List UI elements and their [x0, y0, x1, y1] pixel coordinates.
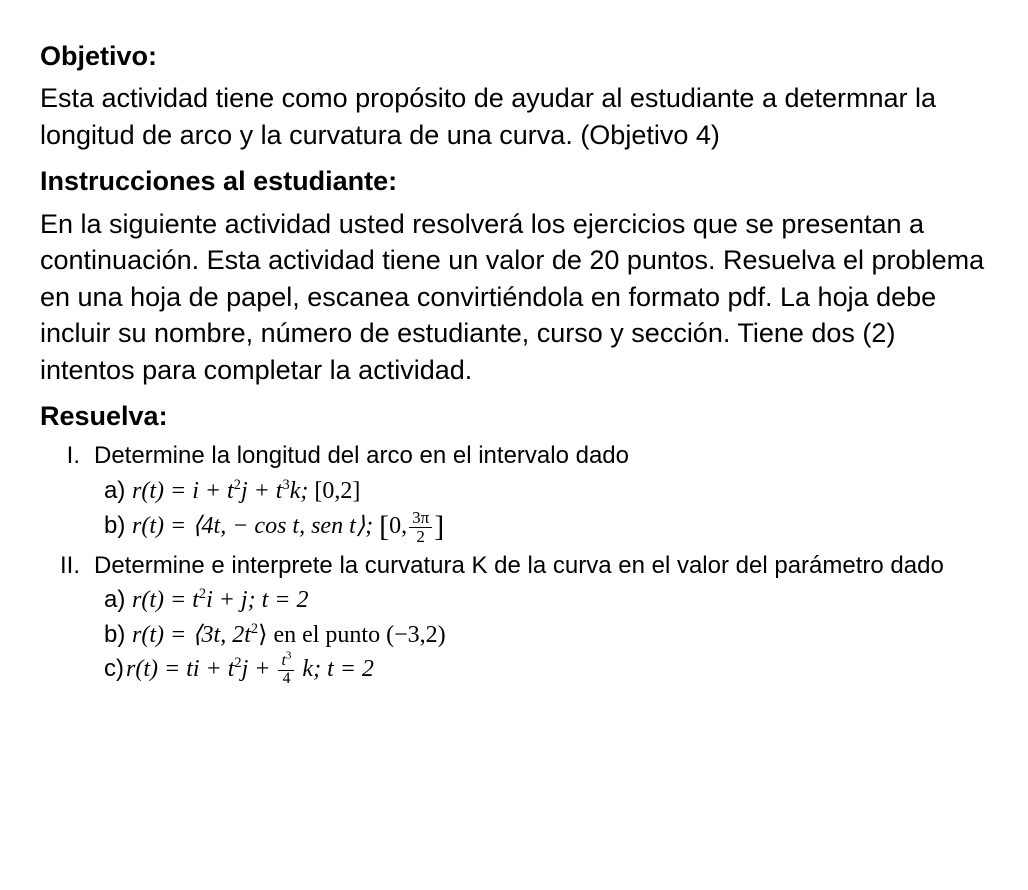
item-II-b-expr: r(t) = ⟨3t, 2t2⟩ en el punto (−3,2): [132, 619, 446, 651]
objetivo-heading: Objetivo:: [40, 38, 988, 74]
math-text: i: [192, 478, 199, 504]
item-II-marker: II.: [58, 550, 94, 582]
item-I-text: Determine la longitud del arco en el int…: [94, 440, 988, 472]
item-I-b-marker: b): [104, 510, 132, 542]
item-II-b-marker: b): [104, 619, 132, 651]
item-II-a: a) r(t) = t2i + j; t = 2: [104, 584, 988, 616]
item-II-b: b) r(t) = ⟨3t, 2t2⟩ en el punto (−3,2): [104, 619, 988, 651]
fraction: 3π2: [409, 509, 432, 546]
math-text: r(t) = ti + t: [126, 656, 234, 682]
math-text: + t: [248, 478, 283, 504]
math-sup: 3: [282, 477, 289, 493]
item-I-a: a) r(t) = i + t2j + t3k; [0,2]: [104, 475, 988, 507]
math-text: i + j; t = 2: [206, 587, 308, 613]
fraction-num: t3: [278, 653, 294, 671]
math-text: [0,2]: [308, 478, 360, 504]
fraction: t34: [278, 653, 294, 688]
item-II-c-expr: r(t) = ti + t2j + t34 k; t = 2: [126, 653, 374, 688]
math-sup: 2: [234, 655, 241, 671]
item-II-a-marker: a): [104, 584, 132, 616]
item-II-c: c) r(t) = ti + t2j + t34 k; t = 2: [104, 653, 988, 688]
item-I-a-marker: a): [104, 475, 132, 507]
instrucciones-heading: Instrucciones al estudiante:: [40, 163, 988, 199]
item-I-marker: I.: [58, 440, 94, 472]
problem-list: I. Determine la longitud del arco en el …: [58, 440, 988, 687]
item-I: I. Determine la longitud del arco en el …: [58, 440, 988, 472]
math-text: r(t) =: [132, 478, 192, 504]
math-sup: 2: [251, 621, 258, 637]
bracket-open: [: [379, 518, 389, 536]
math-text: j: [241, 478, 248, 504]
math-sup: 2: [234, 477, 241, 493]
math-text: r(t) = t: [132, 587, 199, 613]
math-text: k;: [290, 478, 309, 504]
math-text: + t: [199, 478, 234, 504]
item-II-a-expr: r(t) = t2i + j; t = 2: [132, 584, 308, 616]
item-I-a-expr: r(t) = i + t2j + t3k; [0,2]: [132, 475, 360, 507]
instrucciones-body: En la siguiente actividad usted resolver…: [40, 206, 988, 388]
fraction-den: 4: [278, 671, 294, 688]
math-sup: 2: [199, 586, 206, 602]
bracket-close: ]: [434, 518, 444, 536]
fraction-num: 3π: [409, 509, 432, 528]
math-sup: 3: [286, 650, 292, 662]
math-text: r(t) = ⟨4t, − cos t, sen t⟩;: [132, 513, 379, 539]
objetivo-body: Esta actividad tiene como propósito de a…: [40, 80, 988, 153]
item-II: II. Determine e interprete la curvatura …: [58, 550, 988, 582]
math-text: k; t = 2: [302, 656, 374, 682]
math-text: r(t) = ⟨3t, 2t: [132, 622, 251, 648]
math-text: j +: [242, 656, 277, 682]
item-II-text: Determine e interprete la curvatura K de…: [94, 550, 988, 582]
item-I-b: b) r(t) = ⟨4t, − cos t, sen t⟩; [0,3π2]: [104, 509, 988, 546]
math-text: 3π: [412, 508, 429, 527]
resuelva-heading: Resuelva:: [40, 398, 988, 434]
math-text: ⟩ en el punto (−3,2): [258, 622, 446, 648]
math-text: 0,: [389, 513, 407, 539]
item-I-b-expr: r(t) = ⟨4t, − cos t, sen t⟩; [0,3π2]: [132, 509, 444, 546]
fraction-den: 2: [409, 528, 432, 546]
